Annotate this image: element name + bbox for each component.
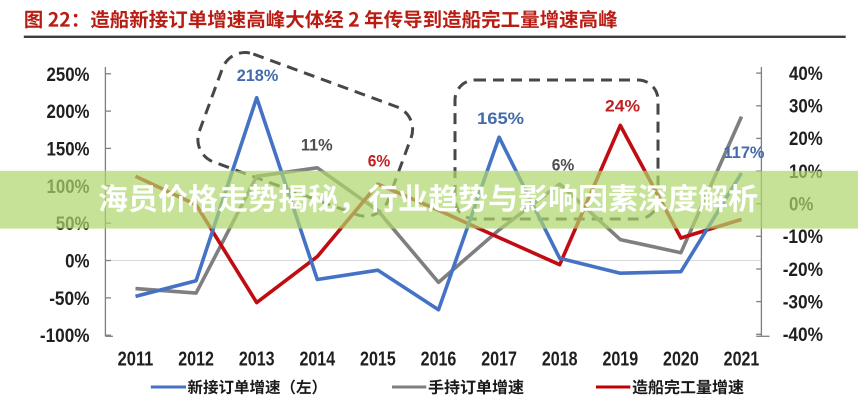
svg-text:2016: 2016 [421, 347, 457, 370]
svg-text:-30%: -30% [783, 291, 823, 313]
svg-text:30%: 30% [789, 96, 823, 118]
svg-text:200%: 200% [47, 101, 90, 123]
svg-text:-40%: -40% [783, 324, 823, 346]
svg-text:2018: 2018 [542, 347, 578, 370]
svg-text:150%: 150% [47, 138, 90, 160]
svg-text:2014: 2014 [299, 347, 335, 370]
svg-text:2017: 2017 [481, 347, 517, 370]
svg-text:-50%: -50% [49, 288, 89, 310]
svg-text:117%: 117% [724, 143, 765, 162]
svg-text:40%: 40% [789, 63, 823, 85]
svg-text:2019: 2019 [602, 347, 638, 370]
svg-text:0%: 0% [65, 251, 89, 273]
svg-text:2015: 2015 [360, 347, 396, 370]
svg-text:250%: 250% [47, 64, 90, 86]
svg-text:218%: 218% [237, 66, 279, 85]
svg-text:11%: 11% [301, 136, 333, 155]
svg-text:2013: 2013 [239, 347, 275, 370]
svg-text:6%: 6% [552, 156, 575, 175]
svg-text:2021: 2021 [724, 347, 760, 370]
svg-text:24%: 24% [605, 97, 640, 116]
svg-text:165%: 165% [477, 109, 524, 128]
svg-text:2020: 2020 [663, 347, 699, 370]
svg-text:2012: 2012 [178, 347, 214, 370]
svg-text:6%: 6% [368, 152, 391, 171]
svg-text:-10%: -10% [783, 226, 823, 248]
svg-text:-100%: -100% [40, 325, 90, 347]
svg-text:2011: 2011 [118, 347, 154, 370]
svg-text:20%: 20% [789, 128, 823, 150]
svg-text:-20%: -20% [783, 259, 823, 281]
